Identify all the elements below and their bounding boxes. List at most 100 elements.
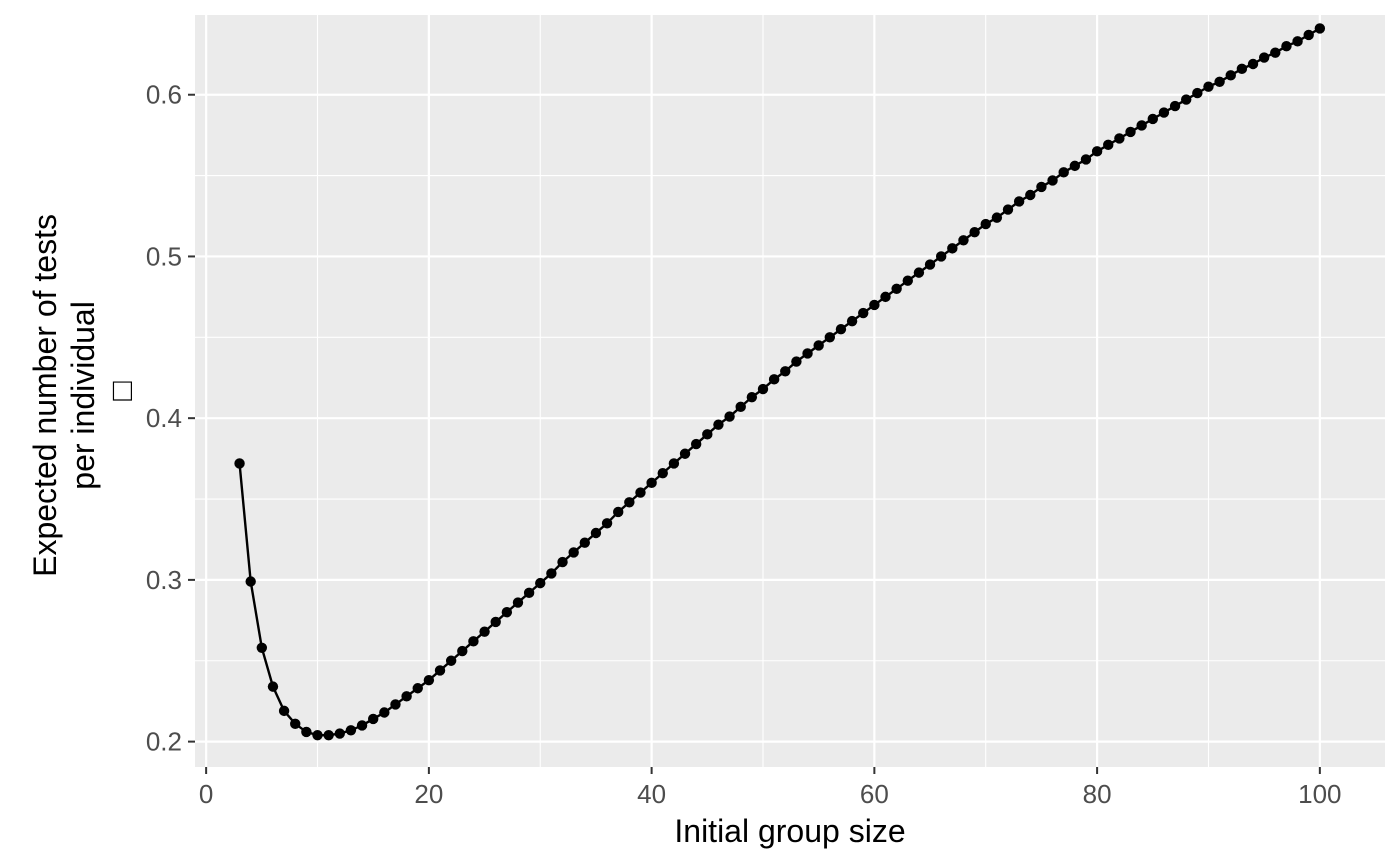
y-axis-title: Expected number of tests per individual …	[27, 205, 139, 577]
data-point	[1303, 29, 1314, 41]
data-point	[512, 597, 524, 608]
data-point	[423, 674, 435, 686]
data-point	[256, 642, 268, 654]
data-point	[234, 458, 245, 469]
data-point	[334, 728, 345, 739]
data-point	[301, 726, 312, 738]
data-point	[880, 291, 891, 303]
data-point	[624, 497, 635, 508]
data-point	[646, 477, 657, 489]
data-point	[668, 458, 680, 469]
data-point	[846, 315, 858, 327]
data-point	[702, 429, 713, 440]
data-point	[891, 283, 902, 294]
data-point	[445, 655, 457, 666]
data-point	[657, 467, 668, 479]
y-tick-label: 0.3	[146, 565, 182, 595]
data-point	[635, 487, 646, 498]
data-point	[323, 729, 334, 741]
data-point	[1080, 154, 1092, 165]
data-point	[813, 340, 824, 351]
data-point	[780, 366, 791, 377]
data-point	[913, 267, 925, 278]
data-point	[1192, 87, 1203, 99]
data-point	[679, 448, 691, 459]
data-point	[713, 419, 724, 430]
y-tick-label: 0.4	[146, 403, 182, 433]
x-tick-label: 40	[637, 779, 666, 809]
data-point	[735, 401, 746, 413]
data-point	[858, 307, 869, 319]
x-tick-label: 100	[1298, 779, 1341, 809]
data-point	[290, 718, 301, 730]
y-axis: 0.2 0.3 0.4 0.5 0.6	[146, 80, 195, 757]
data-point	[958, 235, 969, 246]
data-point	[1091, 146, 1103, 157]
data-point	[312, 729, 323, 741]
data-point	[690, 438, 702, 450]
data-point	[579, 537, 590, 548]
y-axis-title-line-1: Expected number of tests	[27, 214, 63, 577]
y-tick-label: 0.5	[146, 241, 182, 271]
data-point	[746, 391, 758, 403]
data-point	[367, 713, 379, 725]
data-point	[1125, 126, 1136, 138]
data-point	[1136, 120, 1147, 131]
data-point	[1270, 47, 1281, 58]
data-point	[557, 556, 568, 568]
data-point	[924, 259, 936, 270]
data-point	[390, 699, 401, 710]
y-tick-label: 0.6	[146, 80, 182, 110]
data-point	[1158, 107, 1170, 118]
data-point	[401, 691, 412, 702]
x-axis-title: Initial group size	[674, 813, 905, 849]
data-point	[613, 506, 624, 518]
data-point	[267, 681, 279, 692]
data-point	[568, 547, 579, 558]
data-point	[490, 616, 501, 628]
data-point	[1103, 139, 1114, 151]
data-point	[1225, 70, 1236, 81]
data-point	[1114, 133, 1125, 144]
y-axis-title-line-2: per individual	[65, 301, 101, 490]
data-point	[590, 527, 602, 539]
data-point	[479, 626, 490, 637]
data-point	[245, 576, 256, 587]
data-point	[969, 226, 980, 238]
data-point	[535, 577, 546, 589]
data-point	[278, 705, 290, 717]
data-point	[824, 332, 836, 343]
x-tick-label: 20	[414, 779, 443, 809]
data-point	[1069, 160, 1081, 172]
data-point	[1247, 58, 1259, 70]
data-point	[1314, 23, 1326, 34]
data-point	[768, 374, 780, 385]
data-point	[757, 383, 769, 395]
data-point	[501, 607, 513, 618]
data-point	[947, 243, 958, 254]
data-point	[1013, 196, 1025, 207]
grid-major	[195, 15, 1385, 767]
data-point	[345, 725, 357, 736]
data-point	[991, 212, 1003, 223]
data-point	[980, 218, 991, 230]
data-point	[356, 720, 368, 731]
data-point	[1169, 100, 1181, 112]
data-point	[1047, 175, 1058, 186]
data-point	[902, 275, 913, 286]
data-point	[1181, 94, 1192, 105]
data-point	[1281, 41, 1292, 52]
data-point	[835, 324, 847, 335]
data-point	[1147, 113, 1158, 125]
data-point	[523, 587, 535, 599]
data-point	[935, 251, 947, 262]
plot-panel	[195, 15, 1385, 767]
y-axis-title-line-3: □	[103, 381, 139, 401]
x-tick-label: 80	[1083, 779, 1112, 809]
data-point	[1058, 167, 1069, 178]
data-point	[724, 411, 735, 422]
data-point	[468, 636, 479, 647]
x-tick-label: 60	[860, 779, 889, 809]
data-point	[412, 683, 423, 694]
